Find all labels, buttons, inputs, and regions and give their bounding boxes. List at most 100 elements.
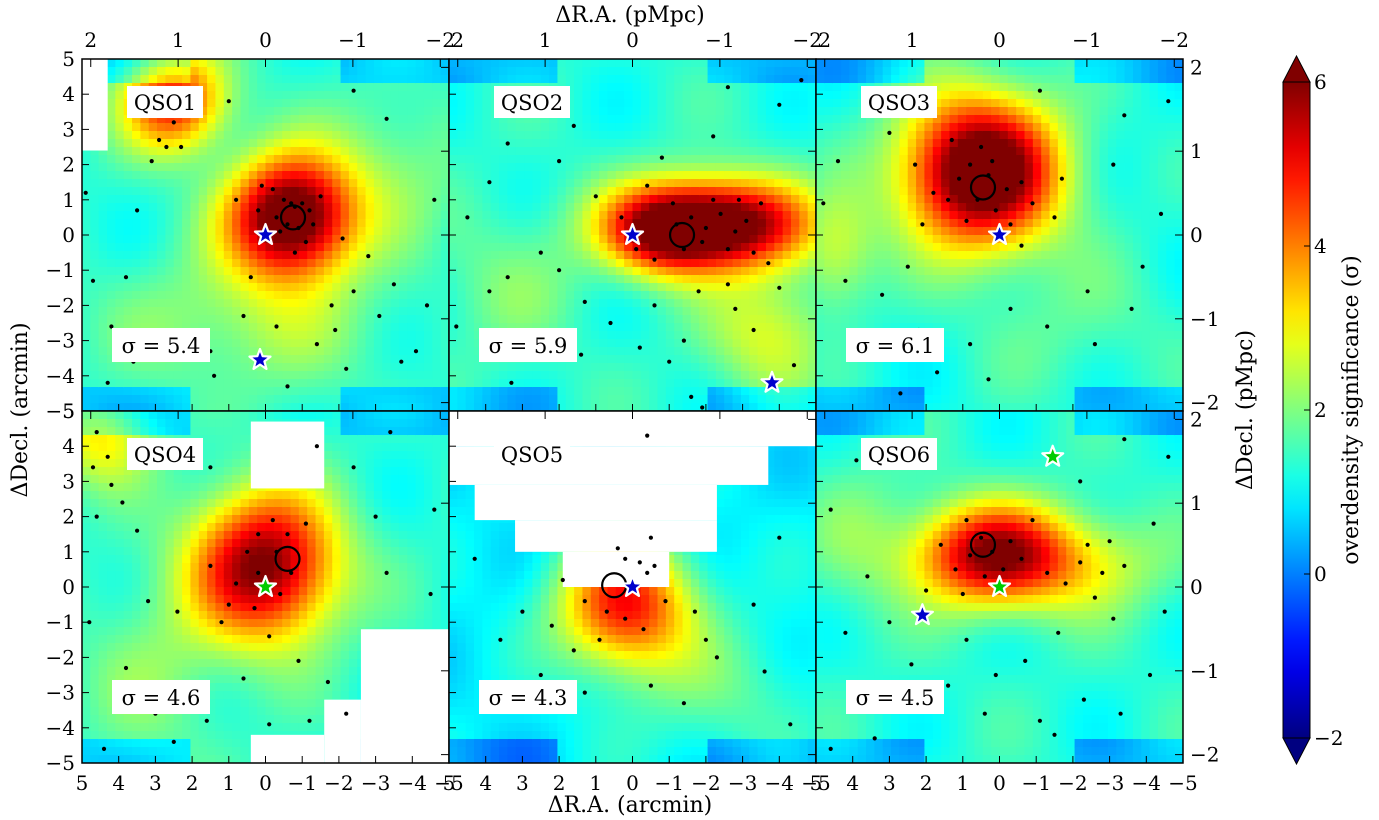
galaxy-point — [351, 465, 356, 470]
galaxy-point — [1122, 113, 1127, 118]
qso-star-icon — [987, 222, 1012, 245]
x-tick-label-pmpc: 0 — [259, 28, 272, 52]
galaxy-point — [105, 380, 110, 385]
y-tick-label-arcmin: 3 — [62, 469, 75, 493]
galaxy-point — [725, 282, 731, 287]
galaxy-point — [1056, 630, 1061, 635]
galaxy-point — [711, 134, 716, 139]
galaxy-point — [689, 215, 694, 220]
galaxy-point — [667, 359, 672, 364]
galaxy-point — [641, 627, 646, 632]
x-tick-label-pmpc: 1 — [539, 28, 552, 52]
galaxy-point — [835, 159, 841, 164]
galaxy-point — [924, 588, 929, 593]
galaxy-point — [1092, 595, 1097, 600]
x-tick-label-arcmin: 3 — [883, 771, 896, 795]
galaxy-point — [333, 327, 338, 333]
y-tick-label-arcmin: 2 — [62, 153, 75, 177]
galaxy-point — [1081, 697, 1086, 702]
galaxy-point — [663, 599, 668, 604]
galaxy-point — [384, 116, 389, 121]
top-axis-label: ΔR.A. (pMpc) — [555, 3, 705, 28]
x-tick-label-arcmin: 4 — [112, 771, 125, 795]
galaxy-point — [652, 563, 657, 569]
panel-grid: QSO1 σ = 5.4 QSO2 σ = 5.9 QSO3 σ = 6.1 QSO4 σ =… — [81, 58, 1184, 764]
panel-ticks — [448, 58, 817, 412]
galaxy-point — [821, 201, 826, 206]
galaxy-point — [648, 683, 654, 688]
y-tick-label-arcmin: 3 — [62, 117, 75, 141]
galaxy-point — [149, 159, 154, 164]
galaxy-point — [226, 602, 231, 607]
galaxy-point — [777, 102, 782, 107]
galaxy-point — [1151, 521, 1156, 526]
panel-qso3: QSO3 σ = 6.1 — [815, 58, 1184, 412]
galaxy-point — [634, 247, 639, 252]
panel-qso5: QSO5 σ = 4.3 — [448, 410, 817, 764]
galaxy-point — [637, 345, 642, 350]
sigma-label: σ = 4.6 — [122, 686, 201, 710]
masked-region — [250, 421, 325, 489]
y-tick-label-pmpc: −1 — [1190, 307, 1219, 331]
galaxy-point — [557, 268, 562, 273]
galaxy-point — [175, 609, 180, 614]
galaxy-point — [652, 303, 657, 308]
galaxy-point — [777, 535, 782, 540]
galaxy-point — [351, 289, 356, 294]
galaxy-point — [259, 183, 264, 188]
galaxy-point — [256, 532, 261, 537]
qso-star-icon — [248, 347, 272, 370]
panel-ticks — [815, 410, 1184, 764]
galaxy-point — [1023, 658, 1028, 664]
galaxy-point — [593, 194, 598, 199]
x-tick-label-arcmin: 4 — [846, 771, 859, 795]
galaxy-point — [935, 370, 940, 375]
galaxy-point — [314, 342, 319, 347]
x-tick-label-arcmin: −2 — [324, 771, 353, 795]
y-tick-label-arcmin: 1 — [62, 540, 75, 564]
x-tick-label-pmpc: 2 — [84, 28, 97, 52]
x-tick-label-arcmin: −2 — [1058, 771, 1087, 795]
galaxy-point — [307, 208, 312, 213]
colorbar-tick-label: 6 — [1314, 70, 1327, 94]
galaxy-point — [241, 313, 246, 319]
galaxy-point — [465, 215, 470, 220]
x-tick-label-arcmin: 1 — [222, 771, 235, 795]
sigma-label-box — [479, 328, 577, 362]
galaxy-point — [157, 137, 162, 143]
colorbar-label: overdensity significance (σ) — [1339, 255, 1364, 564]
qso-star-icon — [620, 222, 645, 245]
galaxy-point — [887, 620, 892, 625]
galaxy-point — [1162, 609, 1167, 614]
masked-region — [250, 734, 325, 763]
galaxy-point — [432, 197, 437, 202]
x-tick-label-arcmin: −5 — [1168, 771, 1197, 795]
galaxy-point — [300, 201, 305, 206]
left-axis-label: ΔDecl. (arcmin) — [8, 322, 33, 497]
y-tick-label-arcmin: 1 — [62, 188, 75, 212]
x-tick-label-pmpc: 2 — [818, 28, 831, 52]
galaxy-point — [1030, 518, 1035, 523]
galaxy-point — [105, 454, 110, 459]
galaxy-point — [340, 236, 345, 241]
x-tick-label-arcmin: 5 — [76, 771, 89, 795]
galaxy-point — [1085, 542, 1090, 547]
galaxy-point — [696, 289, 701, 294]
galaxy-points — [472, 433, 793, 727]
galaxy-point — [692, 609, 698, 614]
sigma-label: σ = 4.3 — [489, 686, 568, 710]
density-heatmap — [82, 411, 449, 763]
galaxy-point — [1004, 187, 1009, 192]
galaxy-point — [968, 162, 973, 167]
x-tick-label-arcmin: −3 — [361, 771, 390, 795]
galaxy-point — [560, 577, 565, 583]
x-tick-label-arcmin: −5 — [434, 771, 463, 795]
galaxy-point — [960, 591, 965, 597]
x-tick-label-arcmin: −1 — [287, 771, 316, 795]
galaxy-point — [311, 222, 316, 227]
galaxy-point — [270, 187, 275, 192]
panel-name-box — [494, 86, 570, 118]
masked-region — [360, 629, 449, 763]
galaxy-point — [645, 570, 650, 576]
galaxy-point — [120, 500, 125, 505]
